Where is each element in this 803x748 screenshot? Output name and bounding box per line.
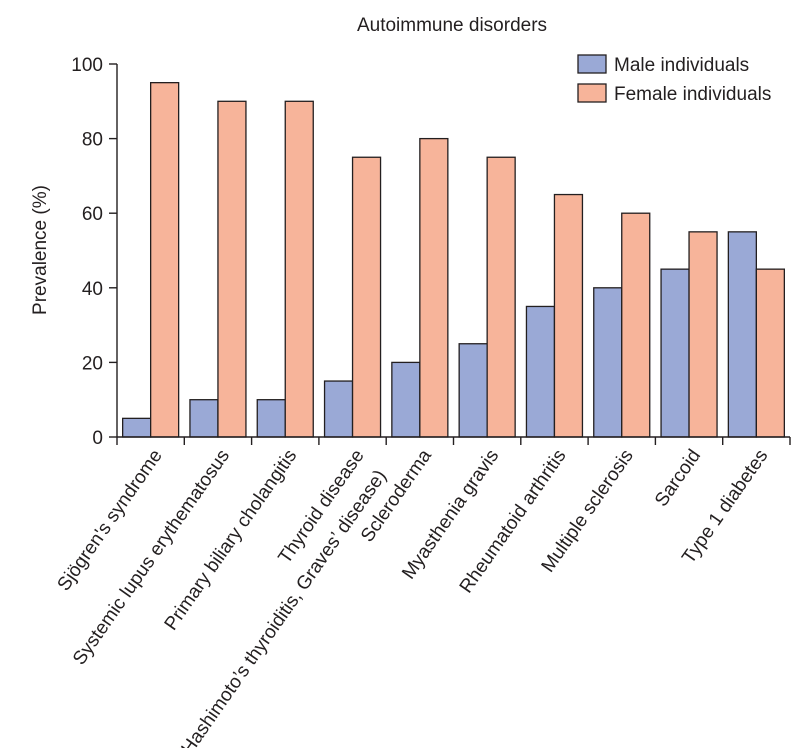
bar-female xyxy=(351,156,382,438)
y-tick-label: 20 xyxy=(82,353,103,374)
legend-label: Female individuals xyxy=(614,84,771,105)
bars xyxy=(122,82,785,438)
y-tick-label: 0 xyxy=(92,428,103,449)
bar-female xyxy=(419,137,449,438)
bar-female xyxy=(553,193,584,438)
y-tick-label: 100 xyxy=(71,55,103,76)
bar-female xyxy=(217,100,247,438)
chart-title: Autoimmune disorders xyxy=(357,15,547,36)
bar-male xyxy=(660,268,690,438)
bar-male xyxy=(458,343,488,438)
y-axis: 0 20 40 60 80 100 xyxy=(71,55,117,449)
bar-female xyxy=(621,212,651,438)
bar-female xyxy=(149,82,180,438)
bar-male xyxy=(593,287,623,438)
y-tick-label: 40 xyxy=(82,279,103,300)
bar-male xyxy=(727,231,757,438)
category-label: Sarcoid xyxy=(651,446,705,511)
legend-swatch xyxy=(577,54,607,74)
legend: Male individuals Female individuals xyxy=(577,54,771,105)
bar-male xyxy=(189,399,219,438)
bar-male xyxy=(525,305,556,438)
bar-male xyxy=(323,380,354,438)
bar-male xyxy=(122,417,152,438)
bar-male xyxy=(391,361,421,438)
bar-female xyxy=(688,231,718,438)
y-axis-label: Prevalence (%) xyxy=(30,185,51,315)
bar-female xyxy=(755,268,785,438)
y-tick-label: 80 xyxy=(82,130,103,151)
bar-female xyxy=(284,100,314,438)
category-label-line: Sarcoid xyxy=(651,446,705,511)
category-label-line: (Hashimoto’s thyroiditis, Graves’ diseas… xyxy=(174,466,391,748)
bar-female xyxy=(486,156,516,438)
legend-label: Male individuals xyxy=(614,55,749,76)
y-tick-label: 60 xyxy=(82,204,103,225)
bar-male xyxy=(256,399,286,438)
legend-swatch xyxy=(577,83,607,103)
axes xyxy=(116,64,791,445)
